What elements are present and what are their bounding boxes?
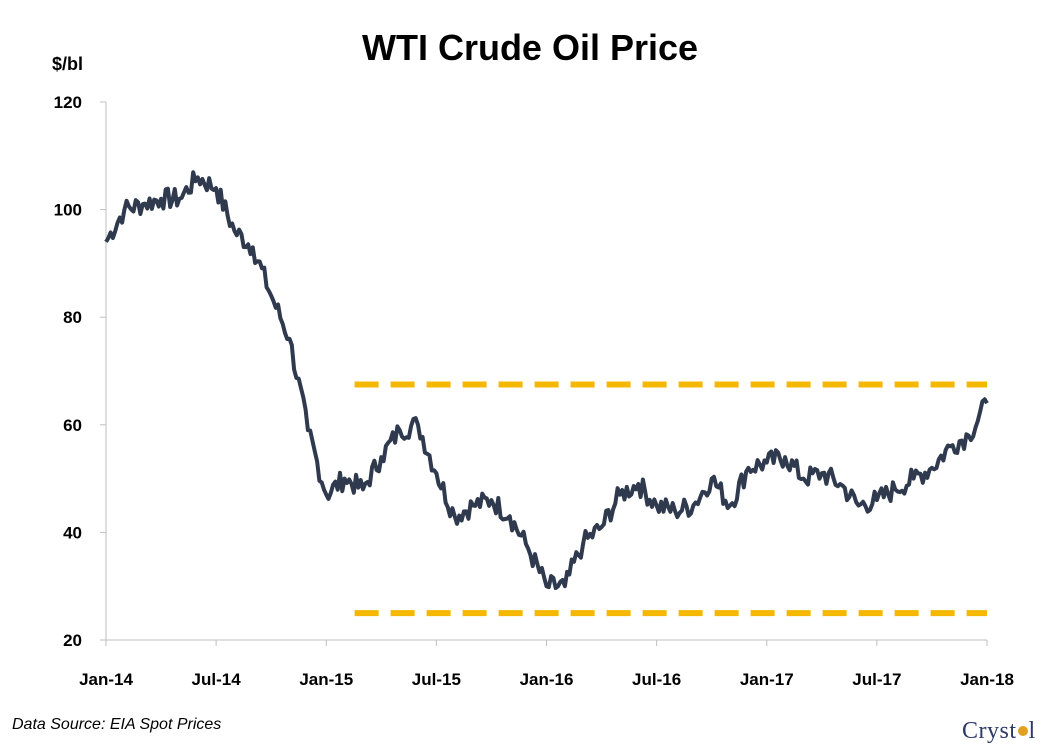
series-layer <box>104 170 989 590</box>
y-axis-label: $/bl <box>52 54 83 74</box>
data-source-note: Data Source: EIA Spot Prices <box>12 716 222 733</box>
y-tick-label: 120 <box>54 93 82 112</box>
logo-dot-icon <box>1017 726 1028 737</box>
x-tick-label: Jan-16 <box>520 670 574 689</box>
brand-logo: Cryst l <box>962 718 1036 745</box>
x-tick-label: Jul-15 <box>412 670 461 689</box>
x-tick-label: Jan-14 <box>79 670 133 689</box>
logo-text-right: l <box>1028 718 1036 744</box>
y-tick-label: 60 <box>63 416 82 435</box>
x-tick-label: Jul-16 <box>632 670 681 689</box>
y-tick-labels: 20 40 60 80 100 120 <box>54 93 82 650</box>
y-tick-label: 20 <box>63 631 82 650</box>
x-tick-label: Jul-17 <box>852 670 901 689</box>
logo-text-left: Cryst <box>962 718 1017 744</box>
y-tick-label: 80 <box>63 308 82 327</box>
x-tick-label: Jan-15 <box>299 670 353 689</box>
x-tick-label: Jan-17 <box>740 670 794 689</box>
axes <box>100 101 988 646</box>
chart-title: WTI Crude Oil Price <box>362 27 698 68</box>
x-tick-labels: Jan-14 Jul-14 Jan-15 Jul-15 Jan-16 Jul-16 Jan-… <box>79 670 1014 689</box>
series-line <box>104 170 989 590</box>
reference-lines <box>354 381 987 617</box>
x-tick-label: Jan-18 <box>960 670 1014 689</box>
x-tick-label: Jul-14 <box>192 670 242 689</box>
y-tick-label: 100 <box>54 201 82 220</box>
y-tick-label: 40 <box>63 523 82 542</box>
